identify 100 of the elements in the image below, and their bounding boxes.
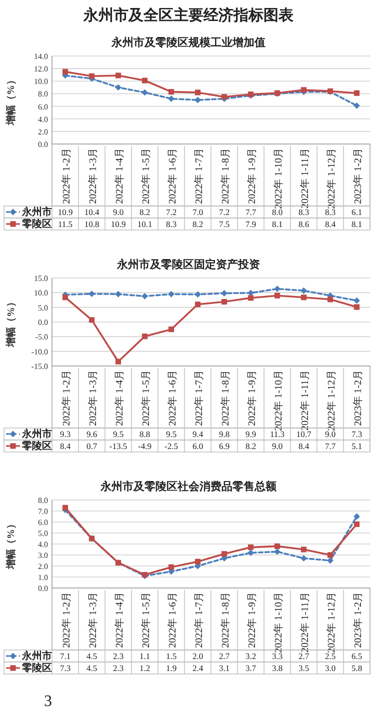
point — [62, 294, 68, 300]
point — [115, 72, 122, 78]
legend-label: 永州市 — [21, 650, 52, 662]
point — [274, 548, 280, 555]
data-label: 2.3 — [112, 663, 124, 673]
y-tick-label: 10.0 — [34, 288, 48, 298]
point — [354, 521, 360, 527]
y-tick-label: 0.0 — [38, 318, 48, 327]
point — [354, 304, 360, 310]
y-tick-label: 0.0 — [38, 140, 48, 149]
data-label: 2.4 — [192, 663, 204, 673]
y-axis-title: 增幅（%） — [5, 75, 17, 126]
x-tick-label: 2022年 1-6月 — [166, 592, 178, 648]
x-tick-label: 2022年 1-8月 — [219, 148, 232, 204]
data-label: -4.9 — [138, 441, 152, 451]
data-label: 10.1 — [137, 219, 152, 229]
y-tick-label: 0.0 — [38, 584, 48, 593]
data-label: 9.0 — [272, 441, 283, 451]
y-tick-label: 7.0 — [38, 507, 48, 516]
x-tick-label: 2022年 1-10月 — [272, 592, 284, 653]
data-label: 8.1 — [272, 219, 283, 229]
data-label: 8.1 — [351, 219, 362, 229]
y-tick-label: 4.0 — [38, 540, 48, 549]
y-tick-label: 8.0 — [38, 90, 48, 99]
legend-label: 永州市 — [21, 206, 52, 218]
x-tick-label: 2022年 1-2月 — [60, 148, 72, 204]
x-tick-label: 2022年 1-4月 — [113, 370, 126, 426]
data-label: 4.5 — [86, 651, 98, 661]
y-tick-label: 2.0 — [38, 562, 48, 571]
data-label: 8.8 — [139, 429, 150, 439]
x-tick-label: 2023年 1-2月 — [352, 592, 364, 648]
point — [142, 78, 148, 84]
point — [274, 292, 280, 298]
data-label: 7.3 — [351, 429, 362, 439]
y-tick-label: 3.0 — [38, 551, 48, 560]
x-tick-label: 2022年 1-5月 — [140, 148, 152, 204]
data-label: 1.1 — [139, 651, 150, 661]
legend-label: 零陵区 — [21, 218, 52, 230]
data-label: 0.7 — [86, 441, 98, 451]
y-tick-label: 14.0 — [34, 52, 48, 61]
point — [194, 90, 201, 96]
x-tick-label: 2022年 1-9月 — [246, 148, 258, 204]
x-tick-label: 2022年 1-3月 — [86, 148, 99, 204]
data-label: 6.9 — [218, 441, 230, 451]
y-tick-label: 10.0 — [34, 77, 48, 86]
data-label: 1.5 — [166, 651, 177, 661]
data-label: 8.6 — [298, 219, 310, 229]
x-tick-label: 2022年 1-2月 — [60, 592, 72, 648]
point — [88, 73, 95, 79]
x-tick-label: 2022年 1-6月 — [166, 370, 178, 426]
point — [62, 504, 68, 510]
data-label: 3.0 — [324, 663, 336, 673]
data-label: 7.7 — [324, 441, 336, 451]
data-label: 7.9 — [245, 219, 256, 229]
point — [194, 558, 201, 564]
y-axis-title: 增幅（%） — [5, 519, 17, 570]
data-label: 2.3 — [112, 651, 124, 661]
point — [274, 543, 280, 549]
data-label: 7.3 — [60, 663, 71, 673]
data-label: 2.7 — [298, 651, 310, 661]
data-label: 9.4 — [192, 429, 204, 439]
data-label: 9.5 — [166, 429, 177, 439]
point — [327, 552, 334, 558]
y-tick-label: 8.0 — [38, 496, 48, 505]
x-tick-label: 2022年 1-11月 — [298, 592, 311, 652]
point — [354, 297, 360, 304]
point — [300, 546, 307, 552]
x-tick-label: 2022年 1-10月 — [272, 370, 284, 431]
data-label: 9.9 — [245, 429, 256, 439]
y-tick-label: 6.0 — [38, 518, 48, 527]
data-label: 3.7 — [245, 663, 256, 673]
legend-label: 零陵区 — [21, 662, 52, 674]
point — [88, 317, 95, 323]
point — [221, 551, 228, 557]
data-label: 1.9 — [166, 663, 177, 673]
data-label: 11.3 — [270, 429, 285, 439]
point — [221, 298, 228, 305]
point — [354, 102, 360, 109]
point — [168, 290, 174, 298]
x-tick-label: 2022年 1-7月 — [192, 592, 205, 648]
data-label: 8.4 — [60, 441, 72, 451]
point — [194, 302, 201, 308]
x-tick-label: 2022年 1-9月 — [246, 592, 258, 648]
point — [248, 295, 254, 301]
data-label: 8.3 — [298, 207, 310, 217]
point — [300, 87, 307, 93]
data-label: 9.0 — [112, 207, 124, 217]
data-label: 8.2 — [192, 219, 204, 229]
data-label: 8.3 — [166, 219, 177, 229]
x-tick-label: 2022年 1-9月 — [246, 370, 258, 426]
data-label: 7.1 — [60, 651, 71, 661]
text: 永州市及全区主要经济指标图表 — [82, 6, 294, 24]
x-tick-label: 2022年 1-12月 — [325, 592, 338, 653]
x-tick-label: 2022年 1-7月 — [192, 148, 205, 204]
data-label: 10.8 — [84, 219, 100, 229]
x-tick-label: 2022年 1-3月 — [86, 370, 99, 426]
point — [300, 555, 307, 562]
x-tick-label: 2022年 1-11月 — [298, 148, 311, 208]
point — [168, 89, 174, 95]
point — [142, 292, 148, 300]
